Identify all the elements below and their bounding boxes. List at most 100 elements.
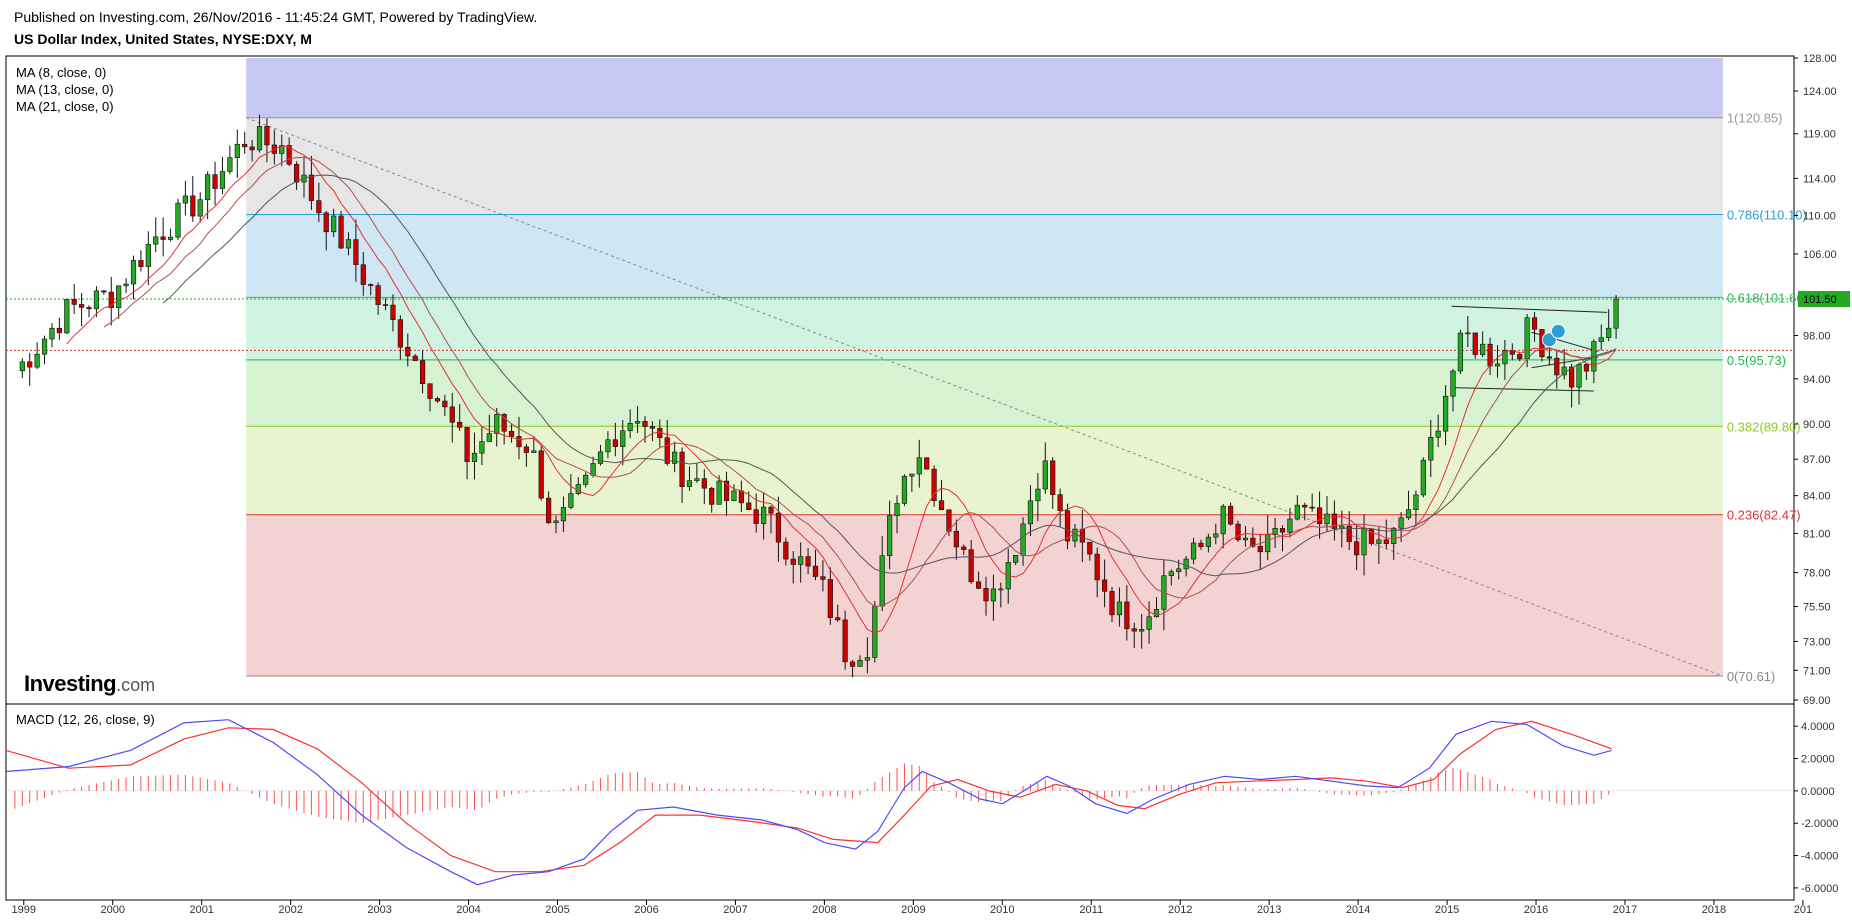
macd-tick-label: -2.0000 (1801, 818, 1838, 830)
candle-up (568, 493, 574, 508)
fib-zone (246, 58, 1723, 118)
candle-up (990, 588, 997, 602)
candle-down (546, 497, 552, 524)
candle-up (1576, 364, 1582, 388)
time-tick-label: 2002 (278, 904, 302, 916)
price-tick-label: 87.00 (1803, 454, 1831, 466)
candle-down (101, 290, 107, 293)
candle-down (449, 406, 455, 423)
candle-down (190, 195, 196, 217)
candle-up (872, 605, 878, 658)
event-markers[interactable] (1541, 323, 1566, 348)
candle-down (835, 617, 841, 621)
candle-up (93, 290, 100, 310)
time-tick-label: 201 (1794, 904, 1812, 916)
candle-up (901, 475, 908, 504)
candle-down (457, 421, 463, 428)
candle-down (242, 143, 248, 148)
candle-down (612, 439, 618, 447)
last-price-label: 101.50 (1803, 294, 1837, 306)
candle-down (1094, 553, 1100, 581)
candle-down (931, 468, 937, 501)
candle-down (820, 576, 826, 580)
candle-up (1450, 370, 1456, 397)
candle-up (1405, 509, 1412, 519)
candle-up (471, 452, 478, 462)
time-tick-label: 1999 (12, 904, 36, 916)
candle-down (1309, 506, 1315, 509)
candle-up (531, 450, 537, 453)
candle-down (746, 502, 752, 510)
candle-down (1316, 507, 1323, 525)
candle-down (360, 264, 366, 285)
candle-up (1391, 527, 1397, 544)
candle-up (998, 588, 1004, 591)
candle-down (86, 307, 92, 310)
fib-level-label: 0.5(95.73) (1727, 353, 1786, 368)
candle-down (805, 556, 811, 567)
candle-up (1213, 533, 1219, 538)
candle-up (1376, 539, 1382, 544)
ma-8-line (66, 145, 1617, 634)
candle-down (649, 426, 656, 429)
candle-down (983, 588, 989, 602)
candle-up (887, 515, 893, 557)
candle-down (812, 565, 819, 577)
candle-up (634, 421, 641, 424)
time-tick-label: 2003 (367, 904, 391, 916)
candle-down (738, 490, 744, 504)
candle-up (1606, 327, 1612, 338)
candle-down (420, 360, 426, 385)
candle-down (412, 355, 418, 361)
candle-down (516, 436, 522, 448)
candle-up (590, 463, 596, 476)
candle-down (1064, 510, 1071, 542)
candle-up (716, 480, 722, 505)
fib-zone (246, 214, 1723, 298)
candle-down (323, 212, 329, 233)
candle-up (234, 143, 240, 158)
time-tick-label: 2001 (189, 904, 213, 916)
event-marker-icon[interactable] (1550, 323, 1566, 339)
price-tick-label: 106.00 (1803, 249, 1837, 261)
macd-tick-label: 4.0000 (1801, 721, 1835, 733)
price-tick-label: 71.00 (1803, 665, 1831, 677)
logo-suffix: .com (116, 675, 156, 695)
time-tick-label: 2004 (456, 904, 480, 916)
candle-down (827, 579, 833, 618)
candle-down (1250, 537, 1256, 547)
candle-up (1013, 555, 1019, 563)
price-axis: 128.00 124.00 119.00 114.00 110.00 106.00 98.0… (1794, 53, 1850, 707)
candle-up (1190, 542, 1197, 560)
candle-up (345, 239, 352, 249)
candle-down (405, 346, 411, 357)
candle-down (1079, 528, 1085, 543)
candle-up (167, 236, 174, 240)
candle-down (523, 446, 529, 453)
price-tick-label: 69.00 (1803, 695, 1831, 707)
time-tick-label: 2010 (990, 904, 1014, 916)
price-tick-label: 78.00 (1803, 568, 1831, 580)
candle-down (56, 327, 62, 334)
candle-up (1183, 558, 1189, 570)
candle-up (1598, 337, 1604, 342)
candle-up (1457, 332, 1464, 372)
candle-up (479, 441, 485, 454)
candle-up (19, 361, 25, 372)
candle-up (256, 126, 263, 151)
candle-up (1042, 460, 1048, 490)
macd-tick-label: -6.0000 (1801, 883, 1838, 895)
candle-up (130, 260, 137, 285)
candle-down (1124, 601, 1130, 630)
candle-up (1116, 601, 1123, 616)
price-tick-label: 110.00 (1803, 210, 1836, 222)
candle-up (116, 285, 122, 308)
candle-down (160, 236, 166, 240)
candle-down (783, 541, 789, 560)
candle-down (1050, 460, 1056, 495)
candle-up (894, 503, 900, 516)
candle-down (442, 400, 448, 408)
fib-zone (246, 117, 1723, 215)
last-price-badge (1798, 291, 1850, 308)
